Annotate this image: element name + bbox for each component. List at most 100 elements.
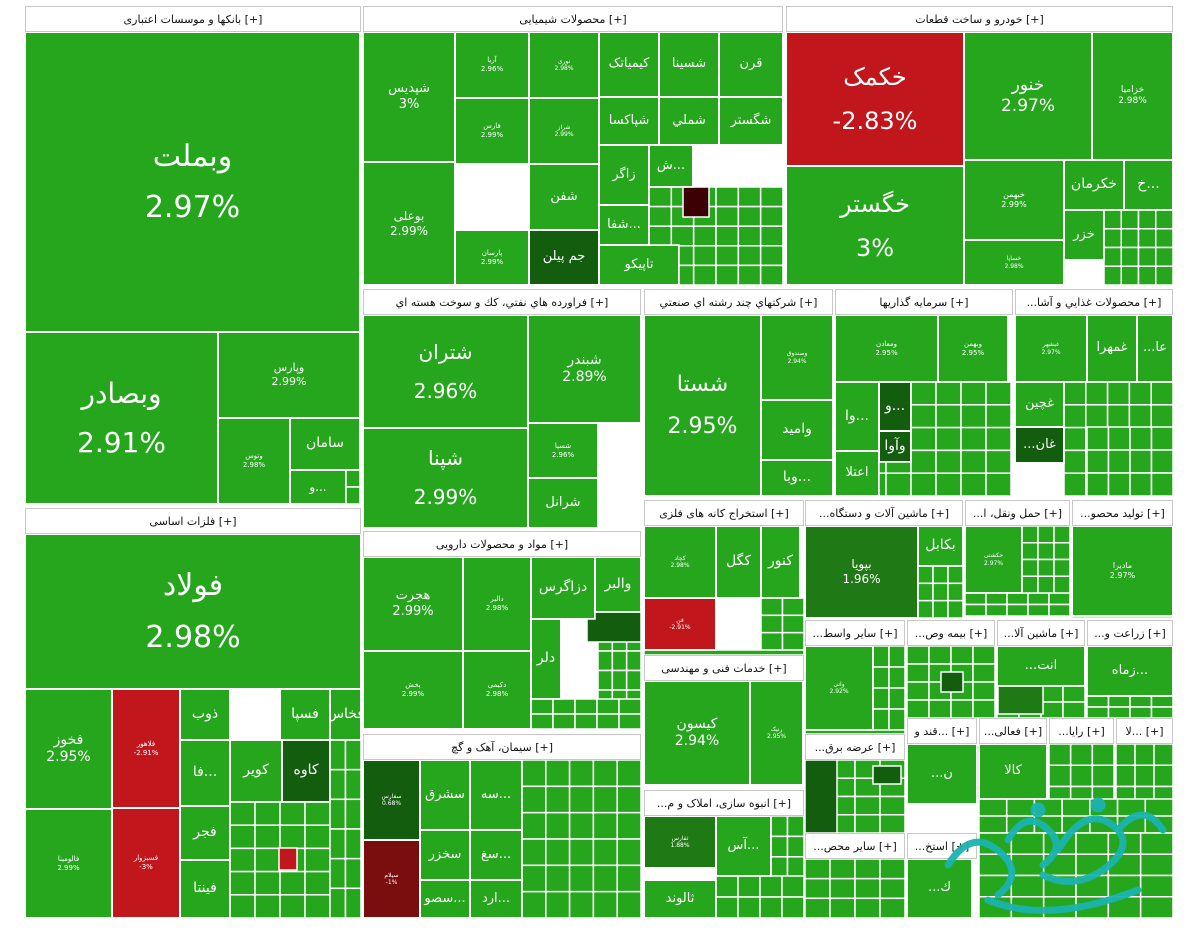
stock-cell[interactable]: شرانل: [528, 478, 598, 528]
stock-cell[interactable]: سه...: [470, 760, 522, 830]
sector-header[interactable]: [+] ماشین آلات و دستگاه...: [805, 500, 963, 526]
stock-cell[interactable]: خزر: [1064, 210, 1104, 260]
sector-header[interactable]: [+] انبوه سازی، املاک و م...: [644, 790, 804, 816]
sector-header[interactable]: [+] بیمه وص...: [907, 620, 995, 646]
stock-cell[interactable]: شگستر: [719, 97, 783, 145]
stock-cell[interactable]: فجر: [180, 806, 230, 860]
stock-cell[interactable]: شملي: [659, 97, 719, 145]
stock-cell[interactable]: فخاس: [330, 689, 361, 740]
stock-cell[interactable]: هجرت 2.99%: [363, 557, 463, 651]
stock-cell[interactable]: ش...: [649, 145, 693, 187]
sector-header[interactable]: [+] حمل ونقل، ا...: [965, 500, 1070, 526]
sector-header[interactable]: [+] ماشین آلا...: [997, 620, 1085, 646]
stock-cell[interactable]: تاپیکو: [599, 245, 679, 285]
sector-header[interactable]: [+] استخراج کانه های فلزی: [644, 500, 804, 526]
stock-cell[interactable]: کویر: [230, 740, 282, 802]
sector-header[interactable]: [+] ...لا: [1116, 718, 1173, 744]
stock-cell[interactable]: بکابل: [918, 526, 963, 566]
stock-cell[interactable]: قرن: [719, 32, 783, 97]
stock-cell[interactable]: خنور 2.97%: [964, 32, 1092, 160]
stock-cell[interactable]: ثالوند: [644, 880, 716, 918]
stock-cell[interactable]: وبهمن 2.95%: [938, 315, 1008, 382]
sector-header[interactable]: [+] رایا...: [1049, 718, 1114, 744]
sector-header[interactable]: [+] عرضه برق...: [805, 734, 905, 760]
stock-cell[interactable]: فسبزوار -3%: [112, 808, 180, 918]
stock-cell[interactable]: سغ...: [470, 830, 522, 880]
stock-cell[interactable]: سشرق: [420, 760, 470, 830]
stock-cell[interactable]: ...انت: [997, 646, 1085, 686]
stock-cell[interactable]: خساپا 2.98%: [964, 240, 1064, 285]
stock-cell[interactable]: شپنا 2.99%: [363, 428, 528, 528]
stock-cell[interactable]: پخش 2.99%: [363, 651, 463, 729]
sector-header[interactable]: [+] ...قند و: [907, 718, 977, 744]
stock-cell[interactable]: آس...: [716, 816, 771, 876]
stock-cell[interactable]: شفن: [529, 164, 599, 230]
stock-cell[interactable]: خزامیا 2.98%: [1092, 32, 1173, 160]
stock-cell[interactable]: فن -2.91%: [644, 598, 716, 650]
sector-header[interactable]: [+] سایر محص...: [805, 833, 905, 859]
stock-cell[interactable]: سخزر: [420, 830, 470, 880]
sector-header[interactable]: [+] زراعت و...: [1087, 620, 1173, 646]
stock-cell[interactable]: فولاد 2.98%: [25, 534, 361, 689]
stock-cell[interactable]: زاگر: [599, 145, 649, 205]
stock-cell[interactable]: خکمک -2.83%: [786, 32, 964, 166]
sector-header[interactable]: [+] سرمايه گذاريها: [835, 289, 1013, 315]
stock-cell[interactable]: وا...: [835, 382, 879, 451]
sector-header[interactable]: [+] مواد و محصولات دارویی: [363, 531, 641, 557]
stock-cell[interactable]: دزاگرس: [531, 557, 595, 619]
stock-cell[interactable]: فینتا: [180, 860, 230, 918]
sector-header[interactable]: [+] تولید محصو...: [1072, 500, 1173, 526]
stock-cell[interactable]: غمهرا: [1087, 315, 1137, 382]
stock-cell[interactable]: پارسان 2.99%: [455, 230, 529, 285]
stock-cell[interactable]: ...غان: [1015, 427, 1064, 463]
stock-cell[interactable]: فارس 2.99%: [455, 98, 529, 164]
stock-cell[interactable]: خگستر 3%: [786, 166, 964, 285]
stock-cell[interactable]: ارد...: [470, 880, 522, 918]
stock-cell[interactable]: کاوه: [282, 740, 330, 802]
stock-cell[interactable]: دالبر 2.98%: [463, 557, 531, 651]
stock-cell[interactable]: شتران 2.96%: [363, 315, 528, 428]
stock-cell[interactable]: وپارس 2.99%: [218, 332, 360, 418]
sector-header[interactable]: [+] فلزات اساسی: [25, 508, 361, 534]
stock-cell[interactable]: ...ك: [907, 859, 972, 918]
stock-cell[interactable]: فخوز 2.95%: [25, 689, 112, 809]
sector-header[interactable]: [+] شرکتهاي چند رشته اي صنعتي: [644, 289, 833, 315]
stock-cell[interactable]: کچاد 2.98%: [644, 526, 716, 598]
stock-cell[interactable]: خکرمان: [1064, 160, 1124, 210]
stock-cell[interactable]: وصندوق 2.94%: [761, 315, 833, 400]
stock-cell[interactable]: وبا...: [761, 460, 833, 496]
stock-cell[interactable]: کگل: [716, 526, 761, 598]
stock-cell[interactable]: کالا: [979, 744, 1047, 799]
sector-header[interactable]: [+] محصولات شیمیایی: [363, 6, 783, 32]
stock-cell[interactable]: وتوس 2.98%: [218, 418, 290, 504]
stock-cell[interactable]: ...ن: [907, 744, 977, 804]
stock-cell[interactable]: وآوا: [879, 431, 911, 462]
stock-cell[interactable]: سیلام -1%: [363, 840, 420, 918]
stock-cell[interactable]: سصو...: [420, 880, 470, 918]
stock-cell[interactable]: ذوب: [180, 689, 230, 740]
stock-cell[interactable]: شستا 2.95%: [644, 315, 761, 496]
stock-cell[interactable]: ومعادن 2.95%: [835, 315, 938, 382]
stock-cell[interactable]: شفا...: [599, 205, 649, 245]
stock-cell[interactable]: جم پیلن: [529, 230, 599, 285]
stock-cell[interactable]: فلاهور -2.91%: [112, 689, 180, 808]
stock-cell[interactable]: شپاکسا: [599, 97, 659, 145]
stock-cell[interactable]: شسینا: [659, 32, 719, 97]
stock-cell[interactable]: ثفارس 1.88%: [644, 816, 716, 868]
stock-cell[interactable]: کیمیاتک: [599, 32, 659, 97]
stock-cell[interactable]: مادیرا 2.97%: [1072, 526, 1173, 616]
stock-cell[interactable]: آریا 2.96%: [455, 32, 529, 98]
stock-cell[interactable]: غبشهر 2.97%: [1015, 315, 1087, 382]
stock-cell[interactable]: دلر: [531, 619, 561, 699]
stock-cell[interactable]: سامان: [290, 418, 360, 470]
stock-cell[interactable]: فسپا: [280, 689, 330, 740]
stock-cell[interactable]: شبندر 2.89%: [528, 315, 641, 423]
stock-cell[interactable]: واتی 2.92%: [805, 646, 873, 730]
stock-cell[interactable]: زماه...: [1087, 646, 1173, 696]
sector-header[interactable]: [+] سایر واسط...: [805, 620, 905, 646]
stock-cell[interactable]: خ...: [1124, 160, 1173, 210]
sector-header[interactable]: [+] بانکها و موسسات اعتباری: [25, 6, 361, 32]
stock-cell[interactable]: وامید: [761, 400, 833, 460]
stock-cell[interactable]: سفارس 0.68%: [363, 760, 420, 840]
stock-cell[interactable]: خبهمن 2.99%: [964, 160, 1064, 240]
